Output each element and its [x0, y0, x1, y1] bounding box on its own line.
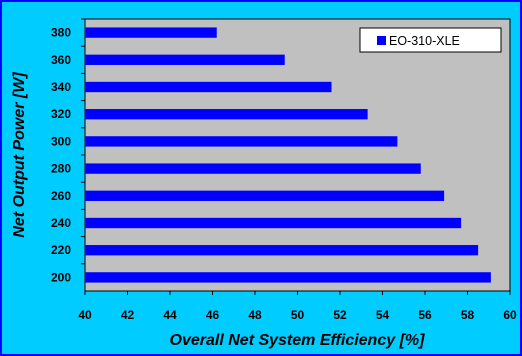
x-tick-label: 40: [78, 308, 92, 322]
y-tick-label: 300: [51, 134, 71, 148]
bar-360: [85, 54, 285, 65]
bar-340: [85, 81, 332, 93]
bar-300: [85, 136, 398, 147]
x-tick-label: 46: [206, 308, 220, 322]
x-tick-label: 48: [248, 308, 262, 322]
x-tick-label: 56: [418, 308, 432, 322]
x-tick-label: 54: [376, 308, 390, 322]
legend: EO-310-XLE: [359, 27, 502, 53]
x-tick-label: 50: [291, 308, 305, 322]
x-tick-label: 42: [121, 308, 135, 322]
x-tick-label: 44: [163, 308, 177, 322]
y-tick-label: 200: [51, 270, 71, 284]
bar-380: [85, 27, 217, 38]
x-axis-title: Overall Net System Efficiency [%]: [170, 332, 426, 349]
bar-240: [85, 217, 462, 229]
y-tick-label: 360: [51, 53, 71, 67]
bar-200: [85, 272, 491, 283]
y-tick-label: 240: [51, 216, 71, 230]
x-tick-label: 60: [503, 308, 517, 322]
legend-label: EO-310-XLE: [389, 34, 460, 48]
x-tick-label: 52: [333, 308, 347, 322]
bar-220: [85, 245, 479, 256]
x-tick-label: 58: [461, 308, 475, 322]
y-tick-label: 320: [51, 107, 71, 121]
y-tick-label: 280: [51, 162, 71, 176]
bar-280: [85, 163, 421, 174]
legend-swatch: [377, 36, 386, 45]
bar-320: [85, 109, 368, 120]
y-tick-label: 260: [51, 189, 71, 203]
y-tick-label: 340: [51, 80, 71, 94]
bar-260: [85, 190, 445, 201]
y-tick-label: 220: [51, 243, 71, 257]
y-axis-title: Net Output Power [W]: [11, 72, 28, 238]
y-tick-label: 380: [51, 26, 71, 40]
